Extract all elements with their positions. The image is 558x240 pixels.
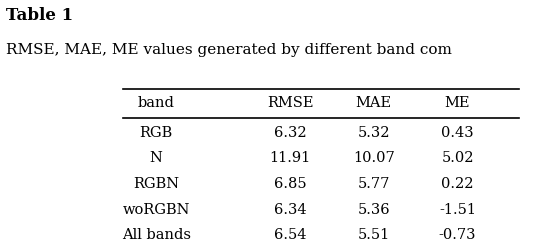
Text: 0.22: 0.22 [441, 177, 474, 191]
Text: N: N [150, 151, 163, 165]
Text: 5.51: 5.51 [358, 228, 390, 240]
Text: MAE: MAE [356, 96, 392, 110]
Text: 6.34: 6.34 [274, 203, 306, 216]
Text: 10.07: 10.07 [353, 151, 395, 165]
Text: Table 1: Table 1 [6, 7, 73, 24]
Text: 6.54: 6.54 [274, 228, 306, 240]
Text: 6.32: 6.32 [274, 126, 306, 140]
Text: 0.43: 0.43 [441, 126, 474, 140]
Text: RMSE: RMSE [267, 96, 314, 110]
Text: RGB: RGB [140, 126, 173, 140]
Text: -1.51: -1.51 [439, 203, 476, 216]
Text: RMSE, MAE, ME values generated by different band com: RMSE, MAE, ME values generated by differ… [6, 43, 451, 57]
Text: 11.91: 11.91 [270, 151, 311, 165]
Text: RGBN: RGBN [133, 177, 179, 191]
Text: 5.02: 5.02 [441, 151, 474, 165]
Text: ME: ME [445, 96, 470, 110]
Text: 5.77: 5.77 [358, 177, 390, 191]
Text: 6.85: 6.85 [274, 177, 306, 191]
Text: band: band [138, 96, 175, 110]
Text: -0.73: -0.73 [439, 228, 477, 240]
Text: woRGBN: woRGBN [123, 203, 190, 216]
Text: 5.32: 5.32 [358, 126, 390, 140]
Text: All bands: All bands [122, 228, 191, 240]
Text: 5.36: 5.36 [358, 203, 390, 216]
